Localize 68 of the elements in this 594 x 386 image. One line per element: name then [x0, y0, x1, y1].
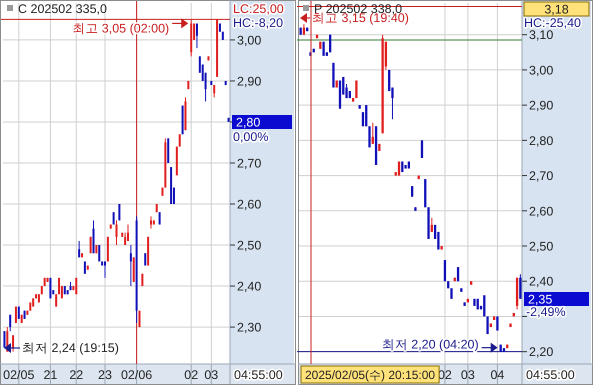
x-tick-label: 23 — [98, 368, 112, 382]
text: HC:-8,20 — [233, 16, 284, 30]
y-tick-label: 3,10 — [529, 28, 554, 42]
y-tick-label: 2,90 — [529, 98, 554, 113]
y-tick-label: 2,20 — [529, 345, 554, 360]
annotation: 최저 2,24 (19:15) — [22, 341, 119, 355]
text: LC:25,00 — [233, 2, 284, 16]
candlestick — [3, 330, 6, 348]
x-tick-label: 04 — [490, 368, 504, 382]
text: 2025/02/05(수) 20:15:00 — [305, 368, 436, 382]
candlestick — [9, 314, 12, 332]
candlestick — [365, 104, 368, 127]
candlestick — [158, 212, 161, 226]
candlestick — [78, 240, 80, 258]
x-tick-label: 02/05 — [3, 368, 34, 382]
x-tick-label: 21 — [43, 368, 58, 382]
candlestick — [112, 212, 115, 226]
candlestick — [18, 306, 20, 320]
text: 04:55:00 — [234, 368, 283, 382]
y-tick-label: 3,00 — [237, 33, 262, 48]
candlestick — [126, 224, 129, 242]
y-tick-label: 2,70 — [529, 169, 554, 184]
candlestick — [118, 204, 120, 221]
candlestick — [130, 244, 132, 287]
text: -2,49% — [526, 305, 566, 319]
text: 0,00% — [233, 130, 268, 144]
chart-title: C 202502 335,0 — [18, 2, 108, 16]
y-tick-label: 3,00 — [529, 63, 554, 78]
x-tick-label: 02 — [184, 368, 198, 382]
candlestick — [14, 306, 17, 324]
y-tick-label: 2,70 — [237, 156, 262, 170]
candlestick — [144, 252, 146, 266]
candlestick — [322, 41, 325, 56]
candlestick — [84, 260, 86, 274]
candlestick — [104, 260, 106, 278]
y-tick-label: 2,40 — [529, 274, 554, 289]
text: HC:-25,40 — [524, 16, 582, 30]
y-tick-label: 2,40 — [237, 280, 262, 294]
candlestick — [329, 34, 332, 53]
candlestick — [98, 244, 100, 262]
y-tick-label: 2,50 — [237, 238, 262, 253]
text: 3,18 — [544, 2, 569, 16]
candlestick — [150, 216, 152, 230]
x-tick-label: 03 — [204, 368, 218, 382]
candlestick — [75, 277, 78, 295]
text: 2,35 — [528, 292, 552, 306]
candlestick — [519, 274, 522, 300]
candlestick — [49, 277, 52, 299]
x-tick-label: 03 — [460, 368, 475, 382]
candlestick — [213, 84, 216, 98]
y-tick-label: 2,60 — [237, 198, 262, 212]
text: 04:55:00 — [526, 368, 575, 382]
candlestick — [12, 334, 14, 352]
candlestick — [196, 23, 198, 49]
candlestick — [58, 277, 60, 295]
y-tick-label: 2,80 — [529, 134, 554, 148]
candlestick — [372, 122, 374, 144]
y-tick-label: 2,90 — [237, 74, 262, 88]
ref-line-label: 최저 2,20 (04:20) — [382, 338, 479, 352]
candlestick — [483, 294, 486, 317]
y-tick-label: 2,30 — [237, 320, 262, 335]
x-tick-label: 02/06 — [120, 368, 152, 382]
candlestick — [115, 220, 118, 246]
y-tick-label: 2,50 — [529, 240, 554, 254]
x-tick-label: 22 — [69, 368, 84, 382]
candlestick — [124, 232, 126, 246]
y-tick-label: 2,60 — [529, 204, 554, 218]
candlestick — [430, 217, 433, 232]
